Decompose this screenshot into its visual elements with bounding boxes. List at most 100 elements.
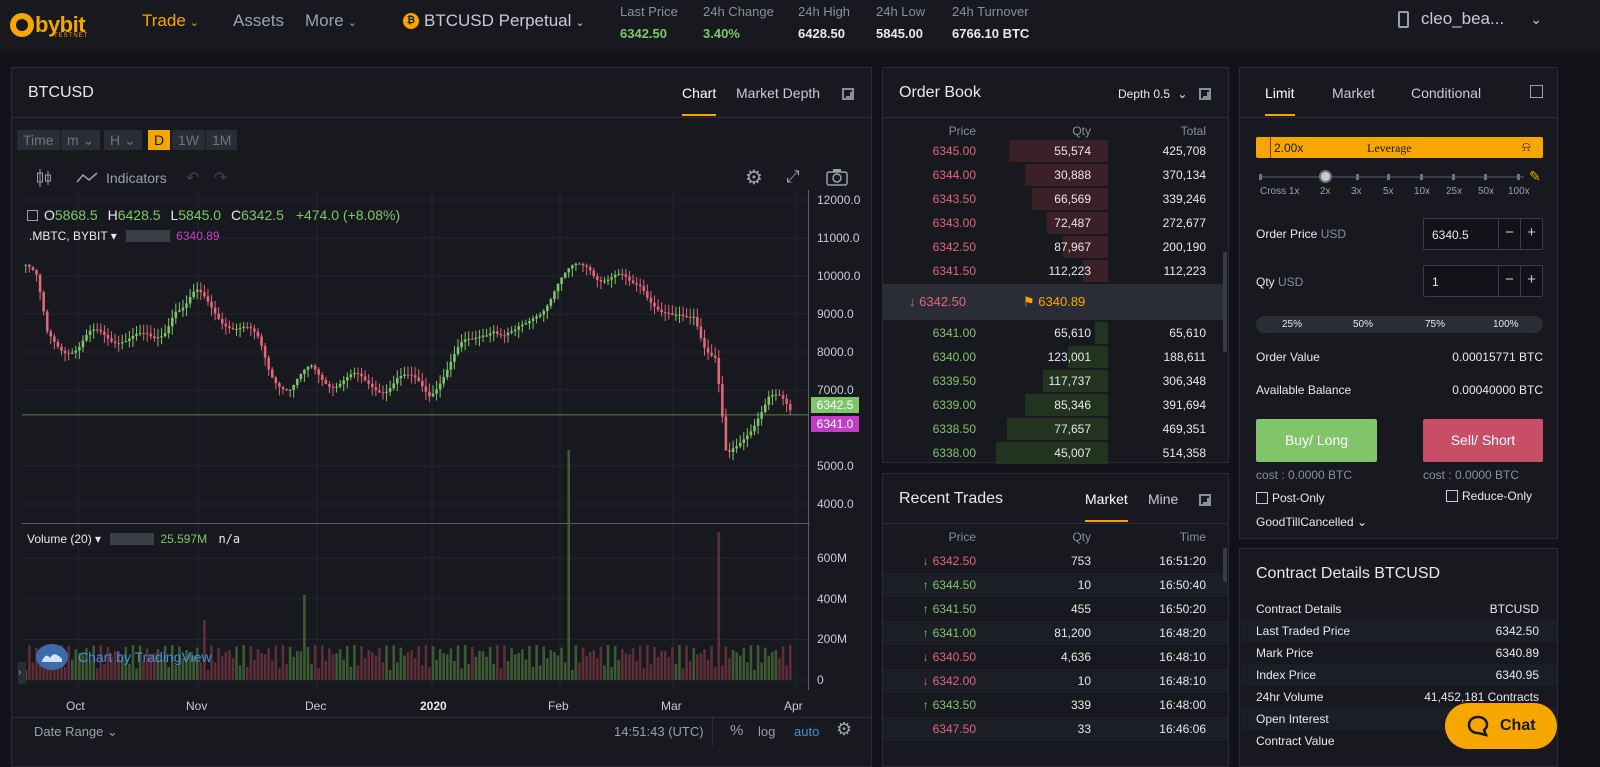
percent-toggle[interactable]: % <box>730 722 744 739</box>
ask-row[interactable]: 6344.00 30,888 370,134 <box>883 163 1228 187</box>
sell-short-button[interactable]: Sell/ Short <box>1423 419 1543 462</box>
nav-trade[interactable]: Trade ⌄ <box>142 11 199 31</box>
leverage-mark-label[interactable]: 3x <box>1351 186 1362 197</box>
chat-button[interactable]: Chat <box>1445 703 1557 749</box>
timeframe-week[interactable]: 1W <box>172 130 205 150</box>
timeframe-month[interactable]: 1M <box>206 130 238 150</box>
volume-bar <box>120 656 124 680</box>
chat-label: Chat <box>1500 717 1536 734</box>
volume-bar <box>378 647 381 680</box>
undo-icon[interactable]: ↶ <box>186 170 200 187</box>
edit-pencil-icon[interactable]: ✎ <box>1529 168 1541 184</box>
time-in-force-selector[interactable]: GoodTillCancelled ⌄ <box>1256 515 1367 529</box>
ask-row[interactable]: 6341.50 112,223 112,223 <box>883 259 1228 283</box>
candle-body <box>363 376 367 381</box>
reduce-only-checkbox[interactable]: Reduce-Only <box>1446 489 1532 503</box>
tab-conditional[interactable]: Conditional <box>1411 85 1482 101</box>
bell-icon[interactable]: ⍾ <box>1522 139 1531 154</box>
timeframe-hour[interactable]: H ⌄ <box>104 130 142 150</box>
log-toggle[interactable]: log <box>758 724 776 739</box>
volume-bar <box>267 648 270 680</box>
qty-input[interactable]: 1 − + <box>1423 265 1543 297</box>
percent-50-button[interactable]: 50% <box>1353 319 1374 330</box>
symbol-selector[interactable]: BTCUSD Perpetual ⌄ <box>424 11 585 31</box>
candle-style-icon[interactable] <box>36 168 52 188</box>
leverage-mark-label[interactable]: Cross 1x <box>1260 186 1300 197</box>
calculator-icon[interactable] <box>1530 85 1543 98</box>
ask-row[interactable]: 6345.00 55,574 425,708 <box>883 139 1228 163</box>
ask-row[interactable]: 6342.50 87,967 200,190 <box>883 235 1228 259</box>
leverage-mark-label[interactable]: 50x <box>1478 186 1495 197</box>
legend-controls-icon[interactable] <box>110 533 155 545</box>
percent-25-button[interactable]: 25% <box>1282 319 1303 330</box>
leverage-mark-label[interactable]: 100x <box>1508 186 1530 197</box>
chart-settings-gear-icon[interactable]: ⚙ <box>836 719 853 739</box>
date-range-button[interactable]: Date Range ⌄ <box>34 724 118 739</box>
price-chart[interactable] <box>22 190 810 690</box>
bybit-logo[interactable]: bybit TESTNET <box>10 12 87 39</box>
bid-row[interactable]: 6341.00 65,610 65,610 <box>883 321 1228 345</box>
settings-gear-icon[interactable]: ⚙ <box>745 167 763 189</box>
percent-100-button[interactable]: 100% <box>1493 319 1519 330</box>
percent-75-button[interactable]: 75% <box>1425 319 1446 330</box>
tab-my-trades[interactable]: Mine <box>1148 491 1179 507</box>
leverage-slider-thumb[interactable] <box>1319 170 1332 183</box>
expand-icon[interactable] <box>1199 88 1211 100</box>
ask-row[interactable]: 6343.50 66,569 339,246 <box>883 187 1228 211</box>
tab-limit[interactable]: Limit <box>1265 85 1295 116</box>
leverage-mark-label[interactable]: 25x <box>1446 186 1463 197</box>
nav-assets[interactable]: Assets <box>233 11 284 31</box>
depth-selector[interactable]: Depth 0.5 ⌄ <box>1118 87 1187 101</box>
bid-row[interactable]: 6339.50 117,737 306,348 <box>883 369 1228 393</box>
order-price-input[interactable]: 6340.5 − + <box>1423 218 1543 250</box>
collapse-icon[interactable] <box>27 210 38 221</box>
qty-minus-button[interactable]: − <box>1498 266 1520 296</box>
legend-controls-icon[interactable] <box>126 230 171 242</box>
bid-row[interactable]: 6338.50 77,657 469,351 <box>883 417 1228 441</box>
bid-row[interactable]: 6338.00 45,007 514,358 <box>883 441 1228 465</box>
bid-row[interactable]: 6340.00 123,001 188,611 <box>883 345 1228 369</box>
leverage-slider-track[interactable] <box>1260 176 1524 178</box>
order-price-label: Order Price USD <box>1256 227 1346 241</box>
tab-market-trades[interactable]: Market <box>1085 491 1128 522</box>
indicators-button[interactable]: Indicators <box>76 170 167 186</box>
tradingview-watermark[interactable]: Chart by TradingView <box>36 644 212 670</box>
post-only-checkbox[interactable]: Post-Only <box>1256 491 1325 505</box>
camera-icon[interactable] <box>826 168 848 189</box>
tab-market[interactable]: Market <box>1332 85 1375 101</box>
candle-body <box>331 386 335 388</box>
volume-bar <box>106 646 110 680</box>
candle-body <box>160 336 163 338</box>
scroll-left-icon[interactable]: › <box>18 662 26 684</box>
fullscreen-icon[interactable]: ⤢ <box>786 167 800 186</box>
expand-icon[interactable] <box>1199 494 1211 506</box>
order-book-scrollbar[interactable] <box>1223 252 1227 352</box>
trades-scrollbar[interactable] <box>1223 548 1227 582</box>
leverage-mark-label[interactable]: 5x <box>1383 186 1394 197</box>
ask-row[interactable]: 6343.00 72,487 272,677 <box>883 211 1228 235</box>
buy-long-button[interactable]: Buy/ Long <box>1256 419 1377 462</box>
expand-icon[interactable] <box>842 88 854 100</box>
timeframe-time[interactable]: Time <box>17 130 60 150</box>
tab-chart[interactable]: Chart <box>682 85 717 116</box>
user-menu[interactable]: cleo_bea... ⌄ <box>1398 9 1542 29</box>
candle-body <box>142 332 145 334</box>
bid-row[interactable]: 6339.00 85,346 391,694 <box>883 393 1228 417</box>
tab-market-depth[interactable]: Market Depth <box>736 85 821 101</box>
auto-toggle[interactable]: auto <box>794 724 820 739</box>
timeframe-minute[interactable]: m ⌄ <box>61 130 101 150</box>
ask-total: 370,134 <box>1162 168 1206 182</box>
volume-bar <box>463 645 467 680</box>
price-plus-button[interactable]: + <box>1520 219 1542 249</box>
detail-label: Last Traded Price <box>1256 624 1351 638</box>
redo-icon[interactable]: ↷ <box>214 170 228 187</box>
qty-plus-button[interactable]: + <box>1520 266 1542 296</box>
leverage-mark-label[interactable]: 2x <box>1320 186 1331 197</box>
leverage-display[interactable]: 2.00x Leverage ⍾ <box>1256 137 1543 158</box>
timeframe-day[interactable]: D <box>148 130 171 150</box>
stat-value: 6766.10 BTC <box>952 26 1030 41</box>
leverage-mark-label[interactable]: 10x <box>1414 186 1431 197</box>
price-minus-button[interactable]: − <box>1498 219 1520 249</box>
leverage-marker <box>1270 137 1271 158</box>
nav-more[interactable]: More ⌄ <box>305 11 357 31</box>
